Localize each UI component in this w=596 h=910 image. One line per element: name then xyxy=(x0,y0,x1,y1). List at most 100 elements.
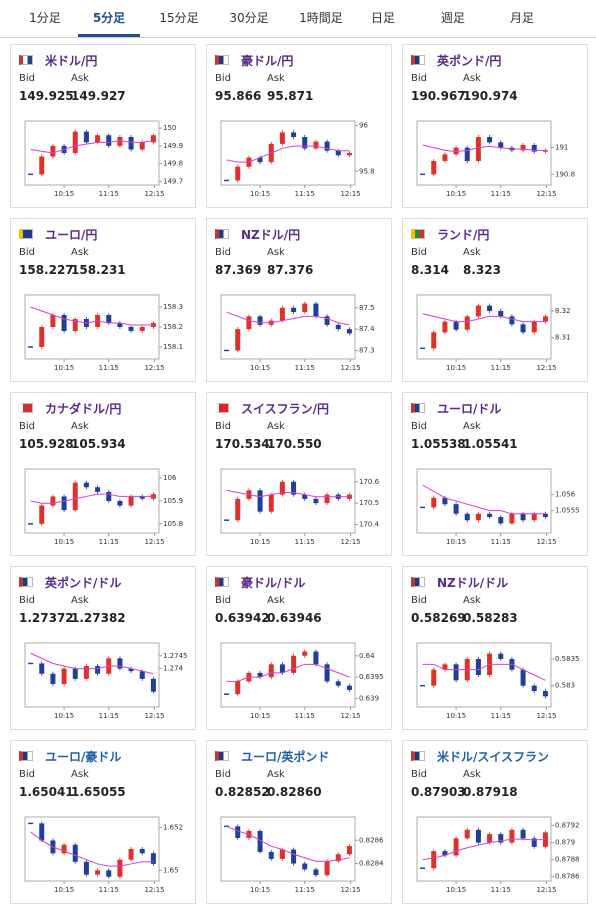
pair-name[interactable]: 英ポンド/円 xyxy=(437,54,502,68)
candle xyxy=(531,321,537,333)
ask-label: Ask xyxy=(71,769,89,780)
candle xyxy=(39,663,45,674)
pair-name[interactable]: ランド/円 xyxy=(437,228,490,242)
mini-chart: 191 190.8 10:15 11:15 12:15 xyxy=(416,120,575,198)
ask-value: 1.27382 xyxy=(71,611,126,625)
candle xyxy=(464,316,470,330)
pair-name[interactable]: スイスフラン/円 xyxy=(241,402,330,416)
bid-value: 95.866 xyxy=(215,89,262,103)
candle xyxy=(72,668,78,679)
candle xyxy=(498,517,504,524)
tab[interactable]: 30分足 xyxy=(229,11,269,25)
rate-card[interactable]: 豪ドル/ドル Bid Ask 0.63942 0.63946 0.64 0.6395 0.63… xyxy=(206,566,392,730)
bid-label: Bid xyxy=(411,247,427,258)
y-tick-label: 106 xyxy=(163,474,177,482)
rate-card[interactable]: 英ポンド/ドル Bid Ask 1.27372 1.27382 1.2745 1.274 10… xyxy=(10,566,196,730)
rate-card[interactable]: 英ポンド/円 Bid Ask 190.967 190.974 191 190.8 10:15 1… xyxy=(402,44,588,208)
candle xyxy=(117,501,123,506)
tab[interactable]: 1分足 xyxy=(29,11,61,25)
tab[interactable]: 5分足 xyxy=(78,0,140,37)
rate-card[interactable]: カナダドル/円 Bid Ask 105.928 105.934 106 105.9 105.8… xyxy=(10,392,196,556)
ask-value: 0.58283 xyxy=(463,611,518,625)
pair-name[interactable]: ユーロ/豪ドル xyxy=(45,750,122,764)
candle xyxy=(106,135,112,146)
y-tick-label: 0.583 xyxy=(555,682,575,690)
bid-label: Bid xyxy=(215,247,231,258)
candle xyxy=(531,838,537,847)
y-tick-label: 0.639 xyxy=(359,694,379,702)
x-tick-label: 11:15 xyxy=(99,364,119,372)
candle xyxy=(487,305,493,311)
pair-name[interactable]: ユーロ/円 xyxy=(45,228,98,242)
candle xyxy=(83,131,89,143)
rate-card[interactable]: 米ドル/スイスフラン Bid Ask 0.87903 0.87918 0.8792 0.87… xyxy=(402,740,588,904)
rate-card[interactable]: ユーロ/ドル Bid Ask 1.05538 1.05541 1.056 1.0555 10:… xyxy=(402,392,588,556)
pair-name[interactable]: 豪ドル/ドル xyxy=(241,576,306,590)
mini-chart: 0.64 0.6395 0.639 10:15 11:15 12:15 xyxy=(220,642,384,720)
y-tick-label: 149.7 xyxy=(163,177,183,185)
tab[interactable]: 日足 xyxy=(370,11,395,25)
candle xyxy=(291,849,297,864)
ask-label: Ask xyxy=(267,247,285,258)
rate-card[interactable]: ユーロ/円 Bid Ask 158.227 158.231 158.3 158.2 158.1… xyxy=(10,218,196,382)
candle xyxy=(498,653,504,659)
candle xyxy=(520,145,526,151)
pair-name[interactable]: ユーロ/英ポンド xyxy=(241,750,330,764)
candle xyxy=(475,513,481,521)
x-tick-label: 12:15 xyxy=(144,364,164,372)
pair-name[interactable]: 米ドル/スイスフラン xyxy=(437,750,550,764)
moving-average xyxy=(422,313,546,323)
pair-name[interactable]: 米ドル/円 xyxy=(45,54,98,68)
bid-label: Bid xyxy=(411,595,427,606)
y-tick-label: 1.65 xyxy=(163,866,179,874)
candle xyxy=(453,147,459,155)
plot-frame xyxy=(416,294,552,360)
moving-average xyxy=(226,663,350,682)
rate-card[interactable]: 米ドル/円 Bid Ask 149.925 149.927 150 149.9 149.8 14… xyxy=(10,44,196,208)
bid-value: 0.63942 xyxy=(215,611,270,625)
moving-average xyxy=(30,306,154,326)
x-tick-label: 12:15 xyxy=(340,538,360,546)
ask-value: 1.65055 xyxy=(71,785,126,799)
x-tick-label: 11:15 xyxy=(99,886,119,894)
tab[interactable]: 15分足 xyxy=(159,11,199,25)
candle xyxy=(453,321,459,330)
bid-label: Bid xyxy=(19,73,35,84)
rate-card[interactable]: ランド/円 Bid Ask 8.314 8.323 8.32 8.31 10:15 11:15 1… xyxy=(402,218,588,382)
pair-name[interactable]: NZドル/ドル xyxy=(437,576,509,590)
candle xyxy=(95,666,101,674)
flag-icon xyxy=(215,751,229,761)
rate-card[interactable]: スイスフラン/円 Bid Ask 170.534 170.550 170.6 170.5 17… xyxy=(206,392,392,556)
x-tick-label: 10:15 xyxy=(54,538,74,546)
rate-card[interactable]: NZドル/ドル Bid Ask 0.58269 0.58283 0.5835 0.583 10… xyxy=(402,566,588,730)
candle xyxy=(335,324,341,330)
ask-value: 1.05541 xyxy=(463,437,518,451)
pair-name[interactable]: カナダドル/円 xyxy=(45,402,122,416)
pair-name[interactable]: ユーロ/ドル xyxy=(437,402,502,416)
rate-card[interactable]: ユーロ/英ポンド Bid Ask 0.82852 0.82860 0.8286 0.8284… xyxy=(206,740,392,904)
x-tick-label: 10:15 xyxy=(446,712,466,720)
x-tick-label: 12:15 xyxy=(340,886,360,894)
candle xyxy=(50,315,56,327)
rate-card[interactable]: 豪ドル/円 Bid Ask 95.866 95.871 96 95.8 10:15 11:15 1… xyxy=(206,44,392,208)
y-tick-label: 87.4 xyxy=(359,325,375,333)
candle xyxy=(335,854,341,862)
candle xyxy=(39,505,45,524)
pair-name[interactable]: NZドル/円 xyxy=(241,228,301,242)
pair-name[interactable]: 豪ドル/円 xyxy=(241,54,294,68)
y-tick-label: 0.64 xyxy=(359,652,375,660)
tab[interactable]: 週足 xyxy=(440,11,465,25)
mini-chart: 150 149.9 149.8 149.7 10:15 11:15 12:15 xyxy=(24,120,183,198)
candle xyxy=(453,664,459,681)
pair-name[interactable]: 英ポンド/ドル xyxy=(45,576,122,590)
tab[interactable]: 1時間足 xyxy=(299,11,343,25)
bid-label: Bid xyxy=(215,595,231,606)
rate-card[interactable]: ユーロ/豪ドル Bid Ask 1.65041 1.65055 1.652 1.65 10:1… xyxy=(10,740,196,904)
tab[interactable]: 月足 xyxy=(509,11,534,25)
x-tick-label: 12:15 xyxy=(144,886,164,894)
candle xyxy=(268,851,274,859)
moving-average xyxy=(226,489,350,498)
rate-card[interactable]: NZドル/円 Bid Ask 87.369 87.376 87.5 87.4 87.3 10:1… xyxy=(206,218,392,382)
candle xyxy=(346,685,352,690)
candle xyxy=(235,681,241,695)
